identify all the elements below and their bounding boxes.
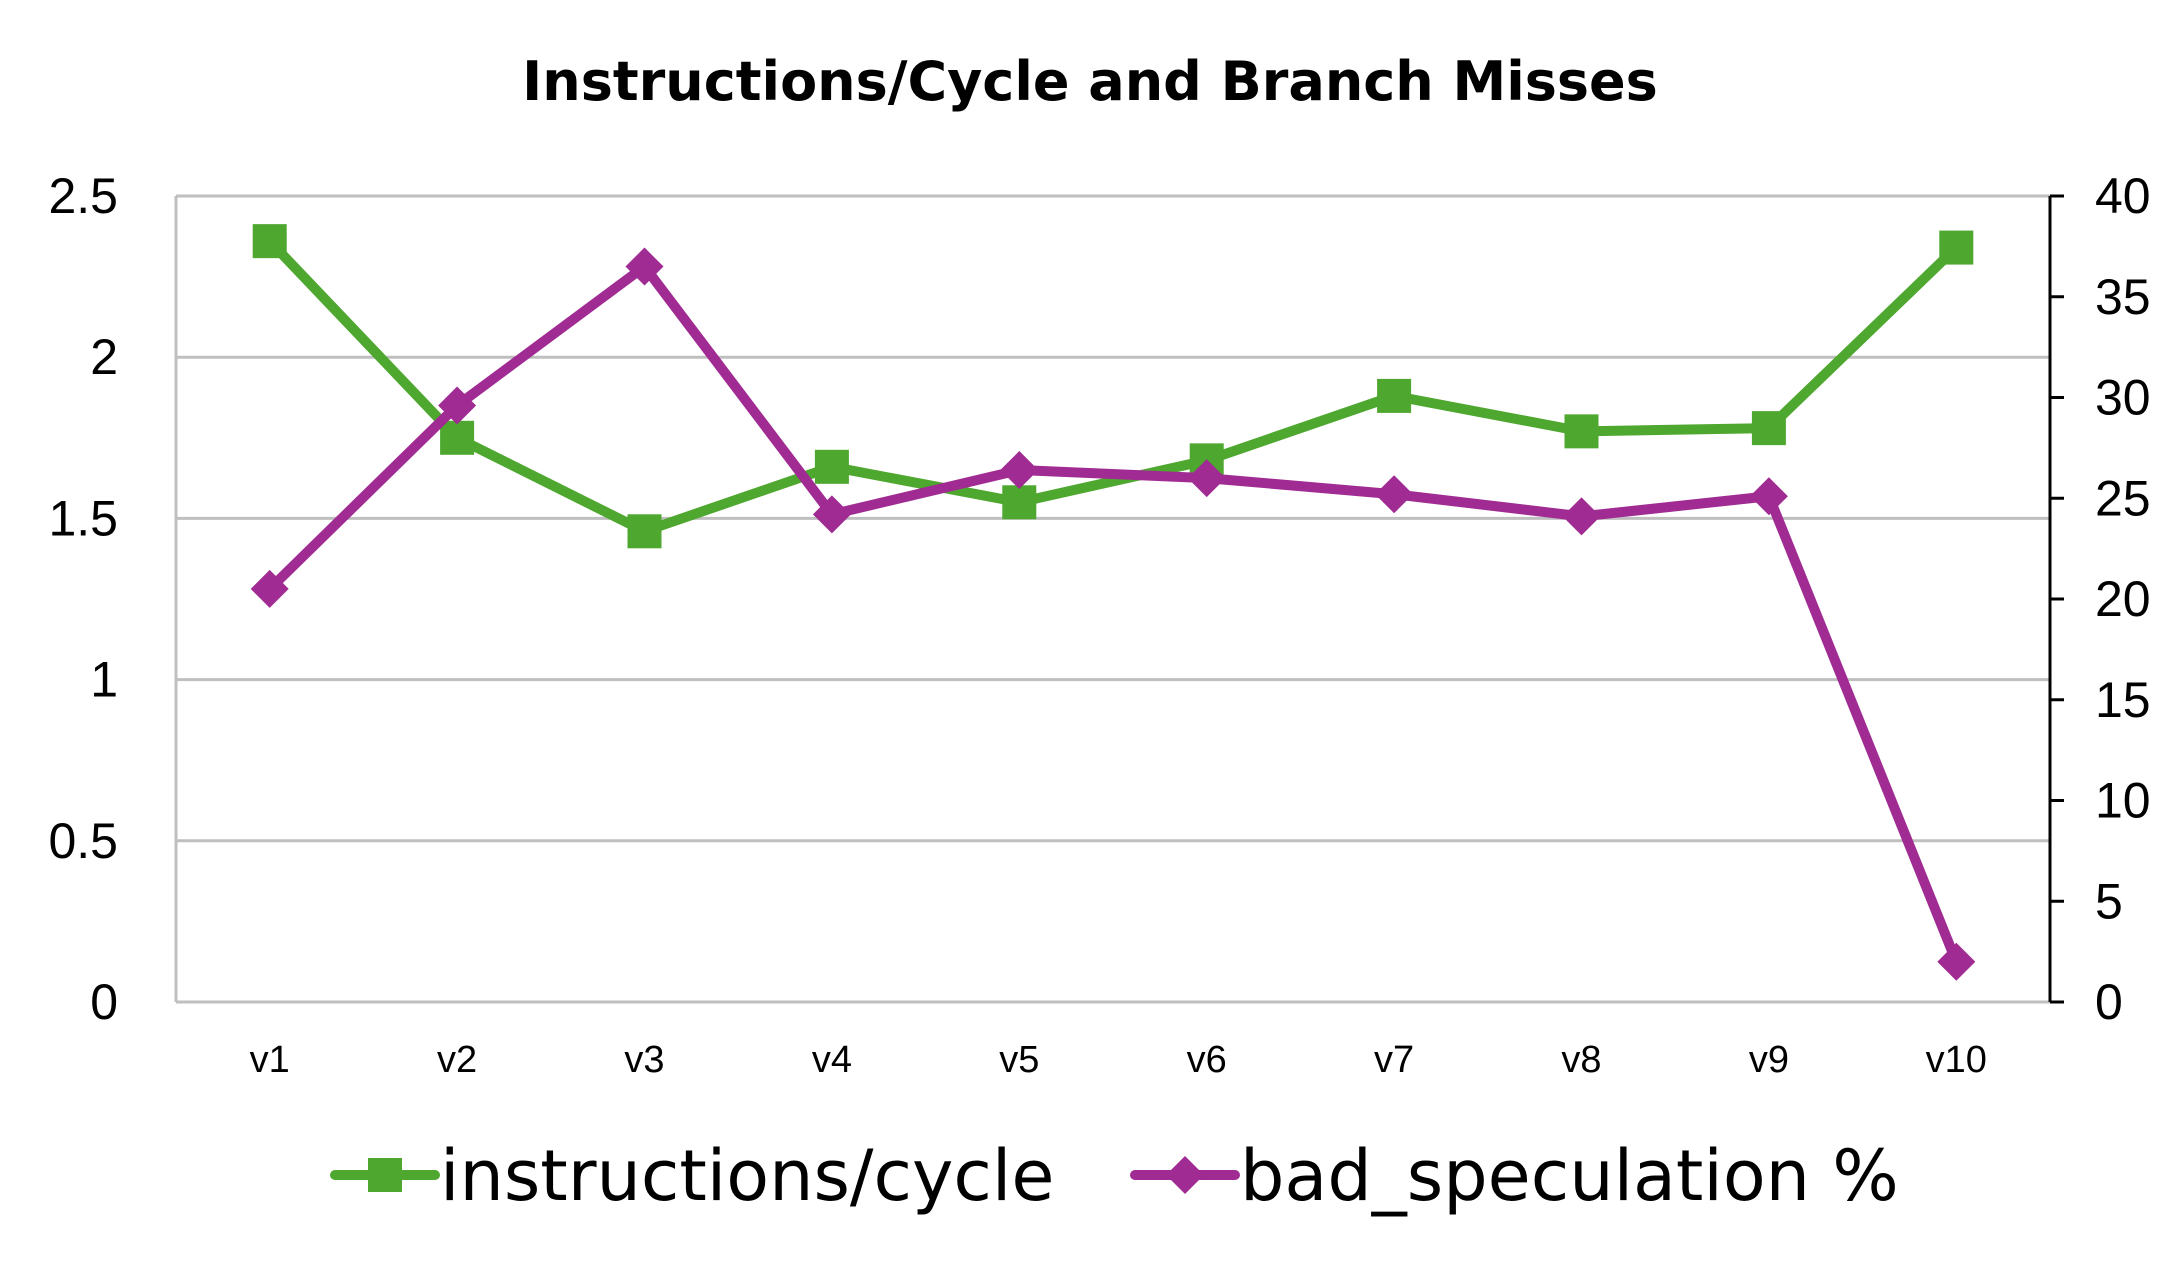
y-left-tick-label: 0.5	[48, 813, 118, 869]
data-point	[1749, 477, 1788, 516]
x-tick-label: v7	[1374, 1039, 1414, 1081]
y-right-tick-label: 10	[2095, 773, 2151, 829]
data-point	[1187, 459, 1226, 498]
y-right-tick-label: 20	[2095, 571, 2151, 627]
axes: 0 0.5 1 1.5 2 2.5 0 5 10 15 20 25 30 35 40 v1 v2 v3 v4 v5 v6…	[48, 168, 2150, 1081]
gridlines	[176, 194, 2050, 843]
data-point	[1377, 378, 1412, 413]
data-point	[812, 495, 851, 534]
data-point	[1000, 451, 1039, 490]
y-right-tick-label: 5	[2095, 873, 2123, 929]
data-point	[625, 247, 664, 286]
y-left-tick-label: 1	[90, 652, 118, 708]
legend: instructions/cycle bad_speculation %	[330, 1135, 1899, 1217]
data-point	[814, 449, 849, 484]
data-point	[1751, 411, 1786, 446]
legend-swatch-marker	[1166, 1156, 1204, 1194]
x-tick-label: v5	[999, 1039, 1039, 1081]
data-point	[1562, 497, 1601, 536]
data-point	[1002, 485, 1037, 520]
legend-entry: instructions/cycle	[330, 1135, 1054, 1217]
legend-entry: bad_speculation %	[1130, 1135, 1899, 1217]
data-point	[1564, 414, 1599, 449]
y-right-tick-label: 0	[2095, 974, 2123, 1030]
y-right-tick-label: 35	[2095, 269, 2151, 325]
x-tick-label: v2	[437, 1039, 477, 1081]
series-bad-speculation	[250, 247, 1976, 981]
series-instructions-per-cycle	[252, 224, 1974, 549]
series-line	[264, 236, 1962, 537]
data-point	[438, 386, 477, 425]
y-right-tick-label: 25	[2095, 470, 2151, 526]
x-tick-label: v10	[1926, 1039, 1987, 1081]
data-point	[1375, 475, 1414, 514]
x-tick-label: v1	[250, 1039, 290, 1081]
x-tick-label: v4	[812, 1039, 852, 1081]
y-right-tick-label: 30	[2095, 370, 2151, 426]
x-tick-label: v8	[1561, 1039, 1601, 1081]
y-left-tick-label: 2	[90, 329, 118, 385]
y-left-tick-label: 2.5	[48, 168, 118, 224]
x-tick-label: v3	[624, 1039, 664, 1081]
legend-label: instructions/cycle	[440, 1135, 1054, 1217]
legend-label: bad_speculation %	[1240, 1135, 1899, 1217]
series-group	[250, 224, 1976, 981]
data-point	[250, 569, 289, 608]
data-point	[252, 224, 287, 259]
data-point	[1937, 942, 1976, 981]
y-right-tick-label: 40	[2095, 168, 2151, 224]
series-line	[264, 261, 1962, 967]
data-point	[627, 514, 662, 549]
y-left-tick-label: 1.5	[48, 490, 118, 546]
legend-swatch-marker	[368, 1158, 402, 1192]
data-point	[440, 420, 475, 455]
x-tick-label: v9	[1749, 1039, 1789, 1081]
x-tick-label: v6	[1187, 1039, 1227, 1081]
y-left-tick-label: 0	[90, 974, 118, 1030]
y-right-tick-label: 15	[2095, 672, 2151, 728]
data-point	[1939, 230, 1974, 265]
chart-title: Instructions/Cycle and Branch Misses	[522, 50, 1658, 113]
